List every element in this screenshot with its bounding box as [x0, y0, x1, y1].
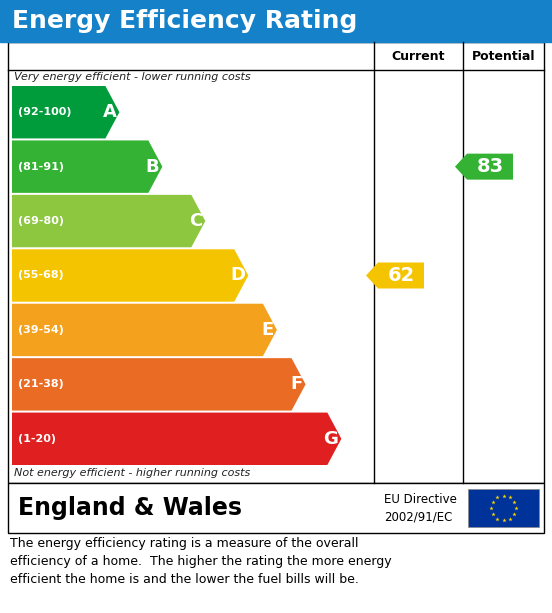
- Polygon shape: [12, 86, 119, 139]
- Text: Not energy efficient - higher running costs: Not energy efficient - higher running co…: [14, 468, 250, 478]
- Text: E: E: [262, 321, 274, 339]
- Text: Current: Current: [392, 50, 445, 63]
- Text: C: C: [189, 212, 203, 230]
- Polygon shape: [12, 140, 162, 193]
- Text: Potential: Potential: [472, 50, 535, 63]
- Bar: [8, 483, 544, 533]
- Text: (39-54): (39-54): [18, 325, 64, 335]
- Text: (21-38): (21-38): [18, 379, 63, 389]
- Polygon shape: [12, 195, 205, 247]
- Polygon shape: [12, 303, 277, 356]
- Text: (55-68): (55-68): [18, 270, 63, 281]
- Text: Very energy efficient - lower running costs: Very energy efficient - lower running co…: [14, 72, 251, 82]
- Bar: [468, 489, 539, 527]
- Polygon shape: [12, 413, 341, 465]
- Text: The energy efficiency rating is a measure of the overall
efficiency of a home.  : The energy efficiency rating is a measur…: [10, 537, 391, 586]
- Text: F: F: [290, 375, 302, 394]
- Text: (69-80): (69-80): [18, 216, 64, 226]
- Polygon shape: [455, 154, 513, 180]
- Text: (81-91): (81-91): [18, 162, 64, 172]
- Text: Energy Efficiency Rating: Energy Efficiency Rating: [12, 9, 357, 33]
- Polygon shape: [12, 249, 248, 302]
- Polygon shape: [12, 358, 306, 411]
- Text: D: D: [230, 267, 245, 284]
- Text: A: A: [103, 103, 116, 121]
- Bar: [0, 0, 552, 42]
- Text: England & Wales: England & Wales: [18, 496, 242, 520]
- Text: 83: 83: [476, 157, 503, 176]
- Text: G: G: [323, 430, 338, 447]
- Text: B: B: [146, 158, 160, 176]
- Polygon shape: [366, 262, 424, 289]
- Text: (1-20): (1-20): [18, 434, 56, 444]
- Text: EU Directive
2002/91/EC: EU Directive 2002/91/EC: [384, 493, 457, 523]
- Text: 62: 62: [388, 266, 415, 285]
- Text: (92-100): (92-100): [18, 107, 72, 117]
- Bar: [8, 42, 544, 483]
